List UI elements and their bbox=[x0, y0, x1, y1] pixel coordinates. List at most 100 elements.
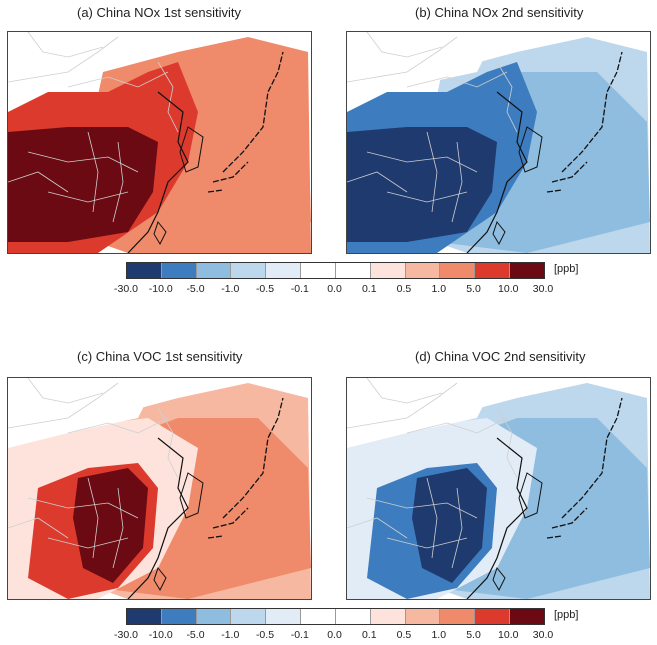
colorbar-swatch bbox=[161, 263, 197, 278]
region-border bbox=[347, 517, 408, 539]
region-border bbox=[451, 487, 463, 569]
korea-coastline bbox=[518, 126, 543, 173]
colorbar-tick-label: 5.0 bbox=[466, 283, 481, 295]
colorbar-tick-label: 5.0 bbox=[466, 629, 481, 641]
region-border bbox=[496, 61, 518, 133]
taiwan-coastline bbox=[153, 566, 167, 592]
korea-coastline bbox=[179, 126, 204, 173]
japan-coastline bbox=[207, 51, 284, 193]
region-border bbox=[8, 517, 69, 539]
panel-title-c: (c) China VOC 1st sensitivity bbox=[77, 349, 243, 364]
panel-title-d: (d) China VOC 2nd sensitivity bbox=[415, 349, 586, 364]
colorbar-tick-label: 30.0 bbox=[532, 283, 554, 295]
region-border bbox=[87, 477, 99, 559]
region-border bbox=[157, 61, 179, 133]
colorbar-tick-label: 0.1 bbox=[361, 629, 377, 641]
colorbar-ticks-bottom: -30.0 -10.0 -5.0 -1.0 -0.5 -0.1 0.0 0.1 0.5 1.0 5.… bbox=[114, 629, 553, 643]
region-border bbox=[496, 407, 518, 479]
taiwan-coastline bbox=[153, 220, 167, 246]
colorbar-tick-label: 0.1 bbox=[361, 283, 377, 295]
northern-area bbox=[347, 378, 487, 448]
colorbar-tick-label: -10.0 bbox=[148, 629, 173, 641]
mainland-core-field bbox=[8, 127, 158, 242]
mainland-core-field bbox=[412, 468, 487, 583]
colorbar-tick-label: -30.0 bbox=[114, 283, 138, 295]
region-border bbox=[426, 477, 438, 559]
panel-title-a: (a) China NOx 1st sensitivity bbox=[77, 5, 241, 20]
region-border bbox=[406, 71, 508, 88]
colorbar-swatch bbox=[231, 609, 267, 624]
korea-coastline bbox=[518, 472, 543, 519]
colorbar-ticks-top: -30.0 -10.0 -5.0 -1.0 -0.5 -0.1 0.0 0.1 0.5 1.0 5.… bbox=[114, 283, 553, 297]
colorbar-tick-label: 1.0 bbox=[431, 629, 447, 641]
region-border bbox=[27, 378, 104, 404]
colorbar-swatch bbox=[510, 609, 544, 624]
colorbar-swatch bbox=[266, 263, 302, 278]
colorbar-swatch bbox=[301, 609, 336, 624]
colorbar-tick-label: -0.1 bbox=[290, 629, 309, 641]
china-coastline bbox=[127, 437, 189, 599]
colorbar-swatch bbox=[161, 609, 197, 624]
colorbar-swatch bbox=[405, 263, 441, 278]
colorbar-swatch bbox=[231, 263, 267, 278]
region-border bbox=[47, 537, 129, 549]
colorbar-swatch bbox=[196, 609, 232, 624]
colorbar-tick-label: -0.5 bbox=[255, 283, 275, 295]
map-panel-c bbox=[7, 377, 312, 600]
colorbar-tick-label: 0.5 bbox=[396, 283, 412, 295]
region-border bbox=[366, 378, 443, 404]
map-panel-b bbox=[346, 31, 651, 254]
japan-coastline bbox=[546, 397, 623, 539]
colorbar-swatch bbox=[127, 263, 162, 278]
region-border bbox=[347, 36, 458, 83]
colorbar-unit-bottom: [ppb] bbox=[554, 609, 579, 621]
map-c-svg bbox=[8, 378, 311, 599]
region-border bbox=[451, 141, 463, 223]
map-a-svg bbox=[8, 32, 311, 253]
colorbar-swatch bbox=[440, 263, 476, 278]
colorbar-swatch bbox=[405, 609, 441, 624]
colorbar-swatch bbox=[196, 263, 232, 278]
china-coastline bbox=[466, 91, 528, 253]
region-border bbox=[386, 191, 468, 203]
colorbar-swatch bbox=[266, 609, 302, 624]
japan-coastline bbox=[546, 51, 623, 193]
region-border bbox=[67, 417, 169, 434]
mainland-core-field bbox=[73, 468, 148, 583]
colorbar-tick-label: 0.5 bbox=[396, 629, 412, 641]
region-border bbox=[386, 537, 468, 549]
taiwan-coastline bbox=[492, 220, 506, 246]
colorbar-tick-label: -0.5 bbox=[255, 629, 275, 641]
colorbar-tick-label: 10.0 bbox=[498, 629, 519, 641]
colorbar-swatch bbox=[301, 263, 336, 278]
region-border bbox=[366, 32, 443, 58]
region-border bbox=[157, 407, 179, 479]
colorbar-top bbox=[126, 262, 545, 279]
colorbar-swatch bbox=[475, 263, 511, 278]
colorbar-swatch bbox=[370, 609, 406, 624]
region-border bbox=[67, 71, 169, 88]
map-d-svg bbox=[347, 378, 650, 599]
map-panel-a bbox=[7, 31, 312, 254]
region-border bbox=[8, 36, 119, 83]
colorbar-tick-label: 0.0 bbox=[327, 283, 342, 295]
region-border bbox=[27, 32, 104, 58]
colorbar-tick-label: 1.0 bbox=[431, 283, 447, 295]
region-border bbox=[8, 382, 119, 429]
region-border bbox=[87, 131, 99, 213]
colorbar-tick-label: -5.0 bbox=[186, 629, 205, 641]
colorbar-tick-label: -1.0 bbox=[221, 629, 240, 641]
colorbar-tick-label: 30.0 bbox=[532, 629, 554, 641]
china-coastline bbox=[127, 91, 189, 253]
japan-coastline bbox=[207, 397, 284, 539]
region-border bbox=[347, 171, 408, 193]
map-panel-d bbox=[346, 377, 651, 600]
region-border bbox=[47, 191, 129, 203]
northern-area bbox=[347, 32, 487, 102]
region-border bbox=[27, 151, 139, 173]
region-border bbox=[27, 497, 139, 519]
colorbar-swatch bbox=[475, 609, 511, 624]
region-border bbox=[112, 141, 124, 223]
region-border bbox=[112, 487, 124, 569]
colorbar-swatch bbox=[510, 263, 544, 278]
